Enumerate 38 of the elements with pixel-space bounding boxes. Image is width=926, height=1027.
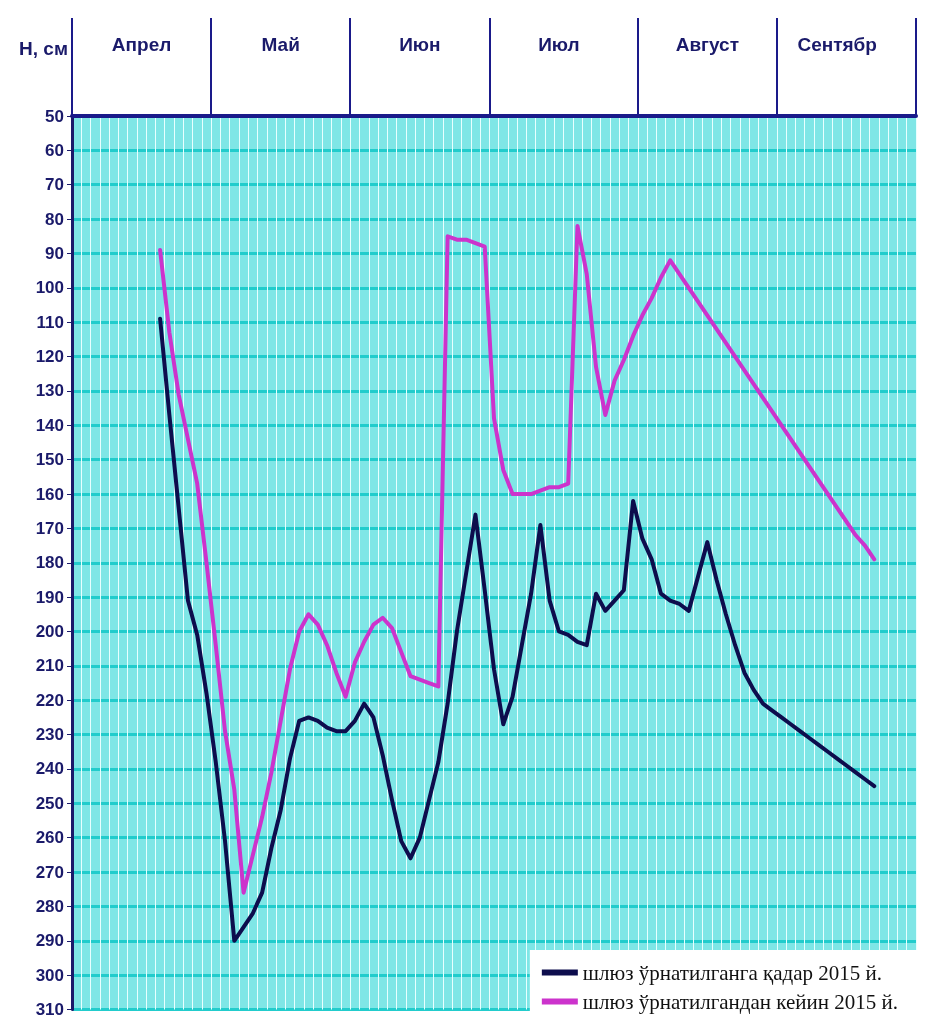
x-tick-label: Июн [399, 34, 441, 55]
y-tick-label: 300 [35, 965, 64, 985]
y-tick-label: 90 [45, 243, 64, 263]
line-series [158, 223, 877, 895]
y-tick-label: 190 [35, 587, 64, 607]
y-tick-label: 120 [35, 347, 64, 367]
x-tick-label: Август [675, 34, 739, 55]
y-tick-label: 200 [35, 621, 64, 641]
y-tick-label: 80 [45, 209, 64, 229]
legend-label: шлюз ўрнатилгандан кейин 2015 й. [582, 989, 899, 1014]
y-tick-label: 160 [35, 484, 64, 504]
y-tick-label: 170 [35, 518, 64, 538]
y-tick-label: 310 [35, 1000, 64, 1019]
x-tick-label: Апрел [111, 34, 172, 55]
y-tick-label: 60 [45, 140, 64, 160]
x-tick-label: Июл [538, 34, 580, 55]
y-tick-label: 210 [35, 656, 64, 676]
y-tick-label: 230 [35, 725, 64, 745]
legend-label: шлюз ўрнатилганга қадар 2015 й. [582, 960, 883, 985]
y-tick-label: 110 [36, 312, 64, 332]
x-tick-label: Май [261, 34, 300, 55]
y-tick-label: 250 [35, 793, 64, 813]
x-tick-label: Сентябр [797, 34, 877, 55]
y-tick-label: 220 [35, 690, 64, 710]
y-tick-label: 100 [35, 278, 64, 298]
y-axis-title: Н, см [19, 38, 68, 59]
y-tick-label: 70 [45, 175, 64, 195]
y-tick-label: 280 [35, 896, 64, 916]
y-tick-label: 50 [45, 106, 64, 126]
y-tick-label: 240 [35, 759, 64, 779]
y-tick-label: 140 [35, 415, 64, 435]
y-tick-label: 290 [35, 931, 64, 951]
y-tick-label: 150 [35, 450, 64, 470]
y-tick-label: 260 [35, 828, 64, 848]
line-series [158, 316, 877, 943]
y-tick-label: 130 [35, 381, 64, 401]
y-tick-label: 180 [35, 553, 64, 573]
y-tick-label: 270 [35, 862, 64, 882]
